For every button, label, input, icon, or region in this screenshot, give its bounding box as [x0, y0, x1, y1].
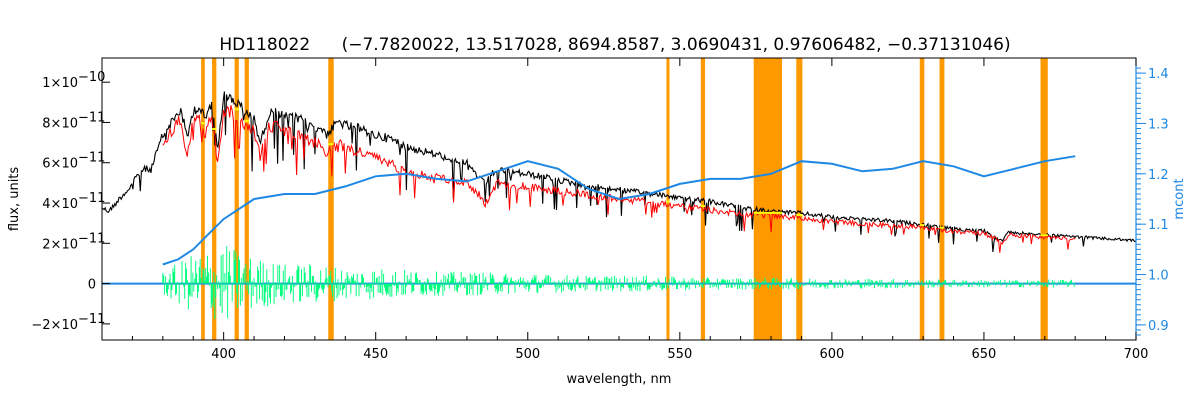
masked-region-11 [1040, 58, 1048, 340]
y-tick-label-2: 2×10 [42, 237, 78, 252]
y-tick-label-4: 6×10 [42, 157, 78, 172]
residual-series [102, 246, 1136, 320]
y2-axis: 0.9 1.0 1.1 1.2 1.3 1.4 [1136, 67, 1169, 336]
masked-region-5 [666, 58, 670, 340]
y-axis-label: flux, units [7, 167, 22, 232]
masked-region-7 [753, 58, 783, 340]
x-tick-label-2: 500 [515, 347, 540, 362]
y-tick-exponent-0: −11 [78, 312, 105, 327]
x-axis: 400 450 500 550 600 650 700 [131, 58, 1149, 362]
y-tick-label-1: 0 [88, 278, 96, 293]
y-tick-exponent-6: −10 [78, 70, 105, 85]
title-object: HD118022 [219, 35, 310, 55]
masked-region-3 [244, 58, 249, 340]
masked-region-1 [212, 58, 217, 340]
y-tick-exponent-2: −11 [78, 231, 105, 246]
model-spectrum-line [162, 105, 1076, 253]
x-tick-label-5: 650 [972, 347, 997, 362]
chart-title: HD118022 (−7.7820022, 13.517028, 8694.85… [219, 35, 1010, 55]
y2-tick-label-1: 1.0 [1148, 269, 1169, 284]
y-tick-exponent-5: −11 [78, 110, 105, 125]
y2-tick-label-0: 0.9 [1148, 319, 1169, 334]
y2-tick-label-3: 1.2 [1148, 168, 1169, 183]
y-tick-label-0: −2×10 [31, 318, 78, 333]
y-tick-label-5: 8×10 [42, 116, 78, 131]
x-axis-label: wavelength, nm [567, 372, 672, 387]
x-tick-label-6: 700 [1124, 347, 1149, 362]
y2-tick-label-2: 1.1 [1148, 218, 1169, 233]
y-tick-label-3: 4×10 [42, 197, 78, 212]
masked-region-2 [234, 58, 239, 340]
y-tick-label-6: 1×10 [42, 76, 78, 91]
title-params: (−7.7820022, 13.517028, 8694.8587, 3.069… [342, 35, 1011, 55]
y2-tick-label-5: 1.4 [1148, 67, 1169, 82]
x-tick-label-0: 400 [211, 347, 236, 362]
masked-region-9 [919, 58, 925, 340]
residual-scatter [162, 246, 1076, 320]
masked-region-4 [328, 58, 334, 340]
masked-region-0 [201, 58, 205, 340]
x-tick-label-3: 550 [667, 347, 692, 362]
mcont-curve [162, 155, 1076, 266]
y-tick-exponent-4: −11 [78, 151, 105, 166]
y2-axis-label: mcont [1172, 178, 1187, 219]
masked-region-10 [939, 58, 945, 340]
x-tick-label-4: 600 [819, 347, 844, 362]
spectrum-curves [102, 91, 1136, 266]
observed-spectrum-line [102, 91, 1136, 252]
y-tick-exponent-3: −11 [78, 191, 105, 206]
masked-region-8 [796, 58, 803, 340]
x-tick-label-1: 450 [363, 347, 388, 362]
y2-tick-label-4: 1.3 [1148, 117, 1169, 132]
